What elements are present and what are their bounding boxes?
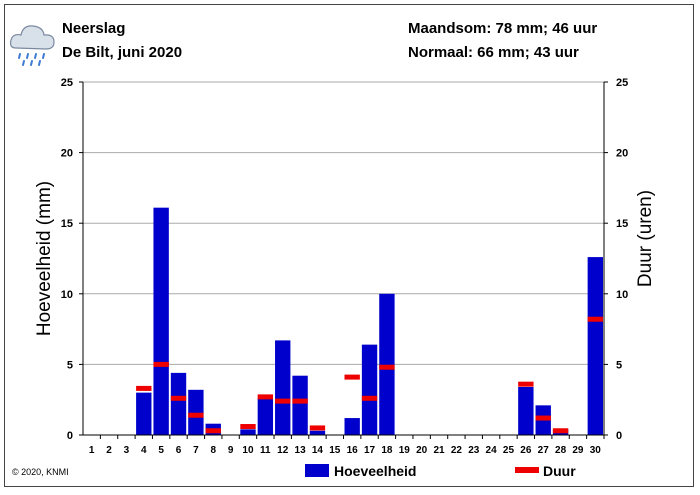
x-tick-label: 15: [329, 445, 341, 456]
bar-amount: [275, 340, 291, 435]
y-tick-label: 25: [61, 77, 73, 89]
duration-mark: [240, 424, 256, 430]
duration-mark: [136, 385, 152, 391]
bar-amount: [170, 372, 187, 435]
duration-mark: [535, 415, 551, 421]
rain-cloud-icon: [9, 25, 55, 66]
duration-mark: [292, 398, 308, 404]
duration-mark: [361, 395, 378, 401]
y2-tick-label: 0: [616, 430, 622, 442]
x-tick-label: 10: [242, 445, 254, 456]
y2-tick-label: 15: [616, 218, 628, 230]
y2-tick-label: 5: [616, 359, 622, 371]
duration-mark: [153, 361, 169, 367]
y-tick-label: 20: [61, 148, 73, 160]
duration-mark: [275, 398, 291, 404]
y2-tick-label: 20: [616, 148, 628, 160]
copyright: © 2020, KNMI: [12, 467, 69, 477]
y-tick-label: 15: [61, 218, 73, 230]
x-tick-label: 18: [381, 445, 393, 456]
bar-amount: [240, 429, 256, 435]
x-tick-label: 2: [106, 445, 112, 456]
x-tick-label: 28: [555, 445, 567, 456]
normal-value: Normaal: 66 mm; 43 uur: [408, 44, 579, 61]
duration-mark: [379, 364, 395, 370]
x-tick-label: 24: [486, 445, 498, 456]
x-tick-label: 5: [158, 445, 164, 456]
bar-amount: [188, 389, 204, 435]
y-tick-label: 5: [67, 359, 73, 371]
x-tick-label: 7: [193, 445, 199, 456]
legend-swatch-amount: [305, 464, 329, 477]
x-tick-label: 12: [277, 445, 289, 456]
bar-amount: [379, 293, 395, 435]
chart-subtitle: De Bilt, juni 2020: [62, 44, 183, 61]
x-tick-label: 23: [468, 445, 480, 456]
bar-amount: [587, 257, 603, 435]
duration-mark: [170, 395, 187, 401]
chart-title: Neerslag: [62, 20, 126, 37]
x-tick-label: 6: [176, 445, 182, 456]
duration-mark: [188, 412, 204, 418]
y2-tick-label: 25: [616, 77, 628, 89]
duration-mark: [518, 381, 534, 387]
x-tick-label: 26: [520, 445, 532, 456]
bar-amount: [309, 430, 326, 435]
x-tick-label: 14: [312, 445, 324, 456]
legend-label-duration: Duur: [543, 463, 576, 479]
bar-amount: [257, 398, 274, 435]
x-tick-label: 20: [416, 445, 428, 456]
x-tick-label: 25: [503, 445, 515, 456]
x-tick-label: 3: [124, 445, 130, 456]
x-tick-label: 8: [210, 445, 216, 456]
x-tick-label: 1: [89, 445, 95, 456]
y-tick-label: 10: [61, 289, 73, 301]
y-axis-title: Hoeveelheid (mm): [34, 181, 55, 336]
duration-mark: [205, 428, 221, 434]
x-tick-label: 30: [590, 445, 602, 456]
y2-tick-label: 10: [616, 289, 628, 301]
duration-mark: [309, 425, 326, 431]
x-tick-label: 9: [228, 445, 234, 456]
bar-amount: [153, 207, 169, 435]
y-tick-label: 0: [67, 430, 73, 442]
duration-mark: [257, 394, 274, 400]
x-tick-label: 16: [347, 445, 359, 456]
x-tick-label: 19: [399, 445, 411, 456]
x-tick-label: 21: [433, 445, 445, 456]
legend-swatch-duration: [515, 467, 539, 473]
bar-amount: [361, 344, 378, 435]
legend-label-amount: Hoeveelheid: [334, 463, 417, 479]
bar-amount: [292, 375, 308, 435]
x-tick-label: 11: [260, 445, 271, 456]
month-total: Maandsom: 78 mm; 46 uur: [408, 20, 598, 37]
bar-amount: [518, 386, 534, 435]
duration-mark: [552, 428, 569, 434]
x-tick-label: 27: [538, 445, 550, 456]
x-tick-label: 13: [295, 445, 307, 456]
x-tick-label: 29: [572, 445, 584, 456]
bar-amount: [136, 392, 152, 435]
y2-axis-title: Duur (uren): [635, 190, 656, 287]
bar-amount: [344, 418, 360, 435]
x-tick-label: 17: [364, 445, 376, 456]
duration-mark: [587, 316, 603, 322]
x-tick-label: 4: [141, 445, 147, 456]
chart-frame: [4, 4, 694, 487]
x-tick-label: 22: [451, 445, 463, 456]
duration-mark: [344, 374, 360, 380]
